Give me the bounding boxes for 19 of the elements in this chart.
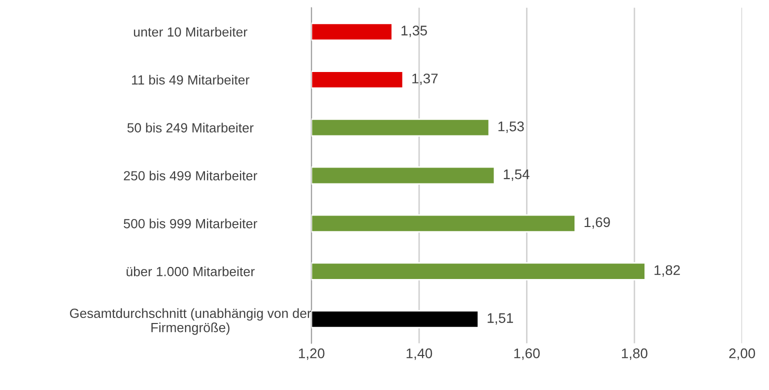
data-label: 1,35 [402, 26, 427, 38]
data-label: 1,51 [488, 313, 514, 325]
x-tick-label: 1,60 [514, 348, 540, 360]
data-label: 1,54 [504, 170, 530, 181]
y-tick-label: über 1.000 Mitarbeiter [126, 266, 255, 276]
x-tick-label: 1,80 [622, 348, 648, 360]
data-label: 1,53 [498, 121, 524, 133]
y-tick-label: 11 bis 49 Mitarbeiter [132, 74, 250, 85]
y-tick-label: Gesamtdurchschnitt (unabhängig von der Firmengröße) [70, 308, 312, 335]
data-label: 1,82 [654, 265, 680, 277]
data-label: 1,69 [584, 217, 610, 229]
y-tick-label: 250 bis 499 Mitarbeiter [124, 170, 258, 180]
y-tick-label: 500 bis 999 Mitarbeiter [124, 218, 258, 228]
x-tick-label: 1,40 [406, 348, 432, 360]
data-label: 1,37 [412, 74, 438, 86]
x-tick-label: 2,00 [729, 348, 756, 360]
y-tick-label: unter 10 Mitarbeiter [134, 26, 248, 37]
x-tick-label: 1,20 [298, 348, 324, 360]
y-tick-label: 50 bis 249 Mitarbeiter [127, 122, 254, 132]
